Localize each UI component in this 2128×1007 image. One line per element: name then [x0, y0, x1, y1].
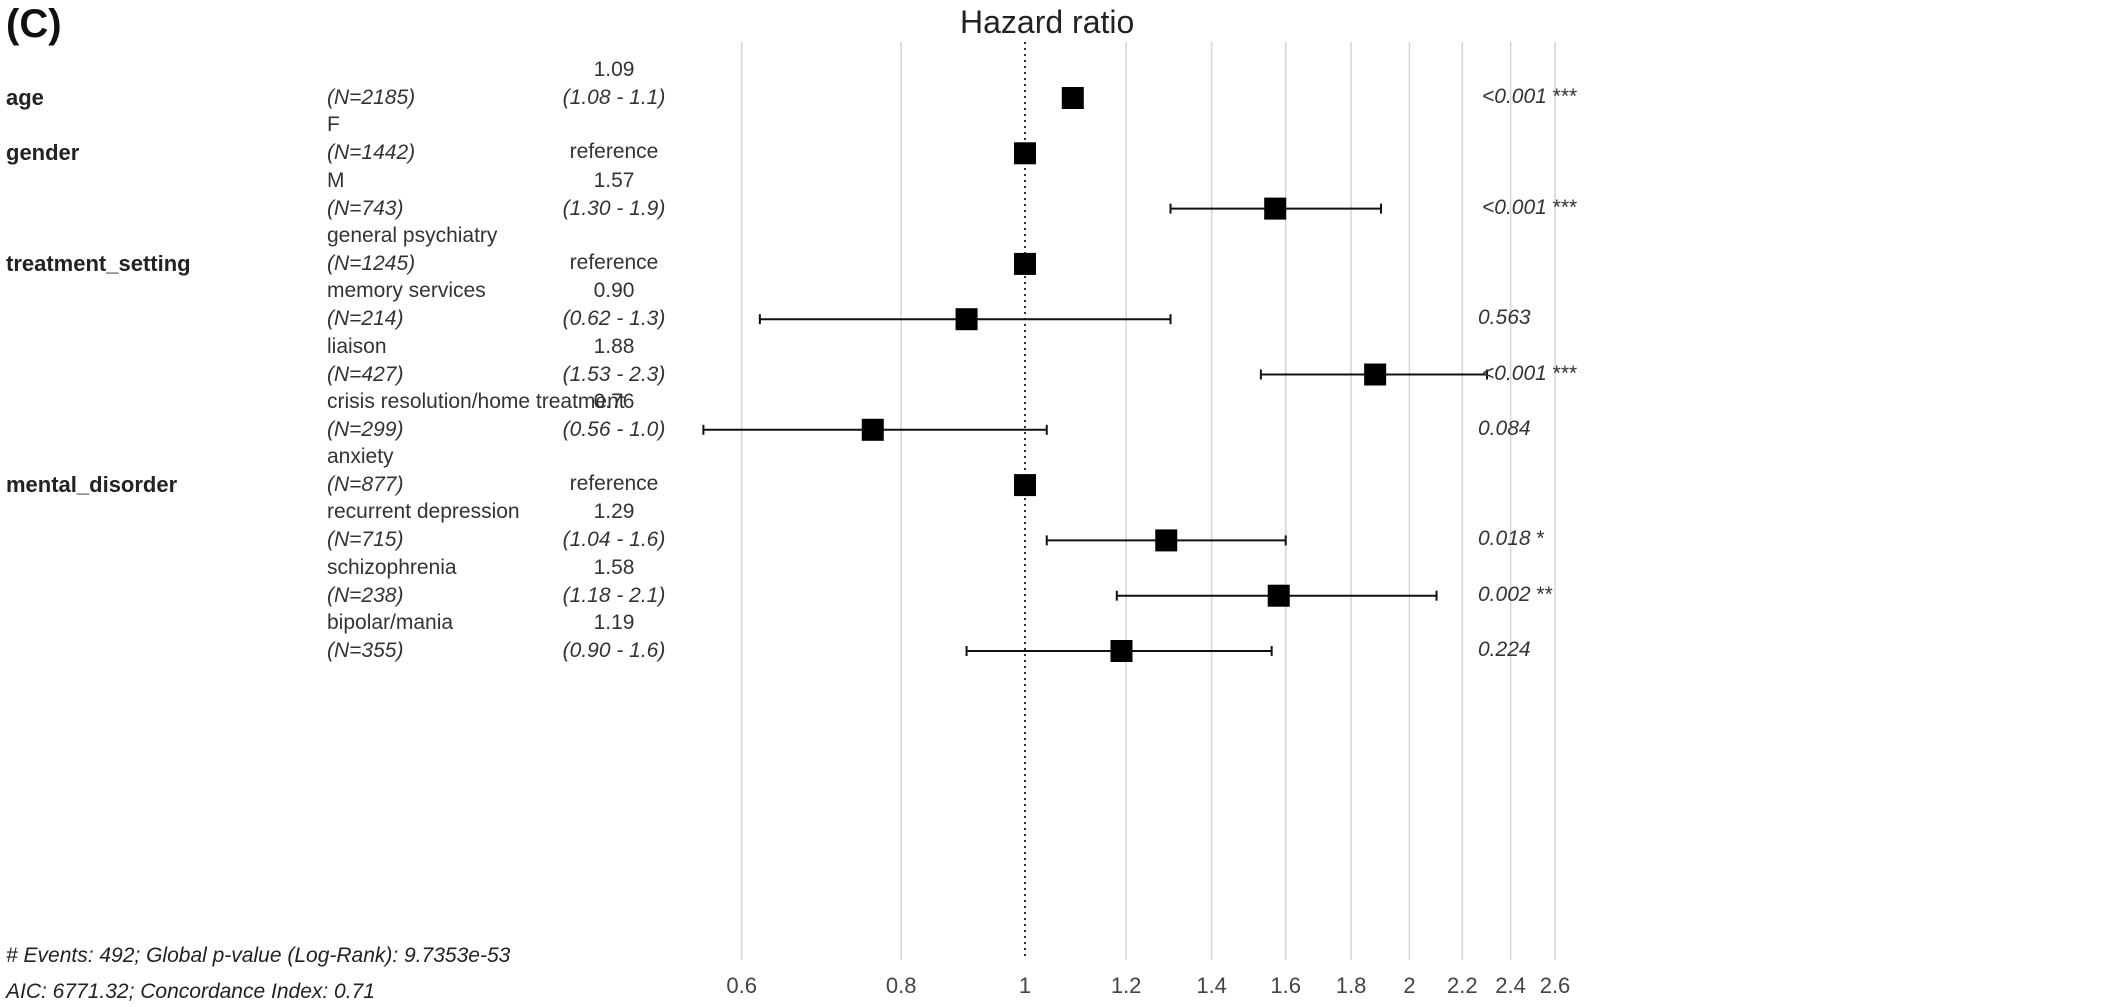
hr-label: 1.57	[593, 168, 635, 192]
level-label: crisis resolution/home treatment	[327, 389, 625, 413]
footer-aic: AIC: 6771.32; Concordance Index: 0.71	[6, 980, 375, 1003]
x-tick-label: 1	[1019, 973, 1031, 998]
x-tick-label: 2.4	[1495, 973, 1526, 998]
level-label: anxiety	[327, 445, 394, 469]
n-label: (N=214)	[327, 307, 404, 331]
variable-label: age	[6, 85, 44, 110]
level-label: memory services	[327, 279, 486, 303]
level-label: recurrent depression	[327, 500, 520, 524]
variable-label: mental_disorder	[6, 472, 178, 498]
hr-marker	[1155, 529, 1178, 552]
n-label: (N=1245)	[327, 251, 416, 275]
hr-marker	[861, 418, 884, 441]
ci-label: (0.62 - 1.3)	[562, 307, 666, 331]
ci-label: (1.08 - 1.1)	[562, 86, 666, 109]
hr-label: 1.58	[593, 555, 635, 579]
level-label: schizophrenia	[327, 555, 457, 579]
hr-marker	[1014, 474, 1036, 497]
significance-stars: **	[1530, 582, 1553, 606]
n-label: (N=1442)	[327, 141, 416, 165]
p-value-label: 0.084	[1478, 416, 1531, 440]
significance-stars: ***	[1546, 195, 1578, 219]
hr-marker	[1267, 584, 1290, 607]
panel-label: (C)	[6, 2, 62, 46]
significance-stars: ***	[1546, 361, 1578, 385]
x-tick-label: 2	[1403, 973, 1415, 998]
level-label: liaison	[327, 334, 387, 358]
hr-marker	[1014, 142, 1036, 165]
significance-stars: ***	[1546, 85, 1578, 108]
hr-marker	[1364, 363, 1387, 386]
p-value-label: <0.001 ***	[1482, 361, 1578, 385]
chart-title: Hazard ratio	[960, 4, 1135, 40]
n-label: (N=877)	[327, 473, 404, 497]
x-tick-label: 1.6	[1270, 973, 1301, 998]
hr-label: 1.29	[593, 500, 635, 524]
n-label: (N=355)	[327, 639, 404, 662]
hr-label: reference	[569, 250, 659, 274]
level-label: F	[327, 113, 340, 137]
n-label: (N=715)	[327, 528, 404, 552]
variable-label: treatment_setting	[6, 250, 191, 276]
n-label: (N=427)	[327, 362, 404, 386]
hr-marker	[1014, 252, 1036, 275]
level-label: general psychiatry	[327, 223, 498, 247]
x-tick-label: 2.2	[1447, 973, 1478, 998]
gridlines	[740, 42, 1556, 960]
footer-events: # Events: 492; Global p-value (Log-Rank)…	[6, 944, 511, 967]
level-label: M	[327, 168, 345, 192]
p-value-label: <0.001 ***	[1482, 195, 1578, 219]
x-tick-label: 2.6	[1540, 973, 1571, 998]
n-label: (N=743)	[327, 196, 404, 220]
n-label: (N=238)	[327, 583, 404, 607]
hr-marker	[1110, 640, 1133, 662]
hr-label: reference	[569, 472, 659, 496]
hr-label: 0.90	[593, 279, 635, 303]
point-estimates	[861, 87, 1387, 662]
hr-marker	[955, 308, 978, 331]
hr-label: 1.88	[593, 334, 635, 358]
x-tick-labels: 0.6 0.8 1 1.2 1.4 1.6 1.8 2 2.2 2.4 2.6	[726, 973, 1570, 998]
p-value-label: 0.018 *	[1478, 527, 1545, 551]
p-value-label: 0.224	[1478, 638, 1531, 661]
x-tick-label: 0.6	[726, 973, 757, 998]
p-value-label: 0.002 **	[1478, 582, 1553, 606]
ci-label: (1.30 - 1.9)	[562, 196, 666, 220]
x-tick-label: 0.8	[886, 973, 917, 998]
x-tick-label: 1.8	[1336, 973, 1367, 998]
hr-label: 0.76	[593, 389, 635, 413]
hr-marker	[1061, 87, 1084, 109]
variable-label: gender	[6, 140, 80, 166]
n-label: (N=299)	[327, 417, 404, 441]
p-value-label: <0.001 ***	[1482, 85, 1578, 108]
n-label: (N=2185)	[327, 86, 416, 109]
hr-marker	[1264, 197, 1287, 220]
hr-label: 1.19	[593, 611, 635, 634]
ci-label: (1.53 - 2.3)	[562, 362, 666, 386]
level-label: bipolar/mania	[327, 611, 454, 634]
ci-label: (1.04 - 1.6)	[562, 528, 666, 552]
ci-label: (1.18 - 2.1)	[562, 583, 666, 607]
x-tick-label: 1.4	[1196, 973, 1227, 998]
ci-label: (0.90 - 1.6)	[562, 639, 666, 662]
ci-label: (0.56 - 1.0)	[562, 417, 666, 441]
x-tick-label: 1.2	[1111, 973, 1142, 998]
p-value-label: 0.563	[1478, 306, 1531, 330]
hr-label: 1.09	[593, 58, 635, 81]
hr-label: reference	[569, 140, 659, 164]
significance-stars: *	[1530, 527, 1545, 551]
